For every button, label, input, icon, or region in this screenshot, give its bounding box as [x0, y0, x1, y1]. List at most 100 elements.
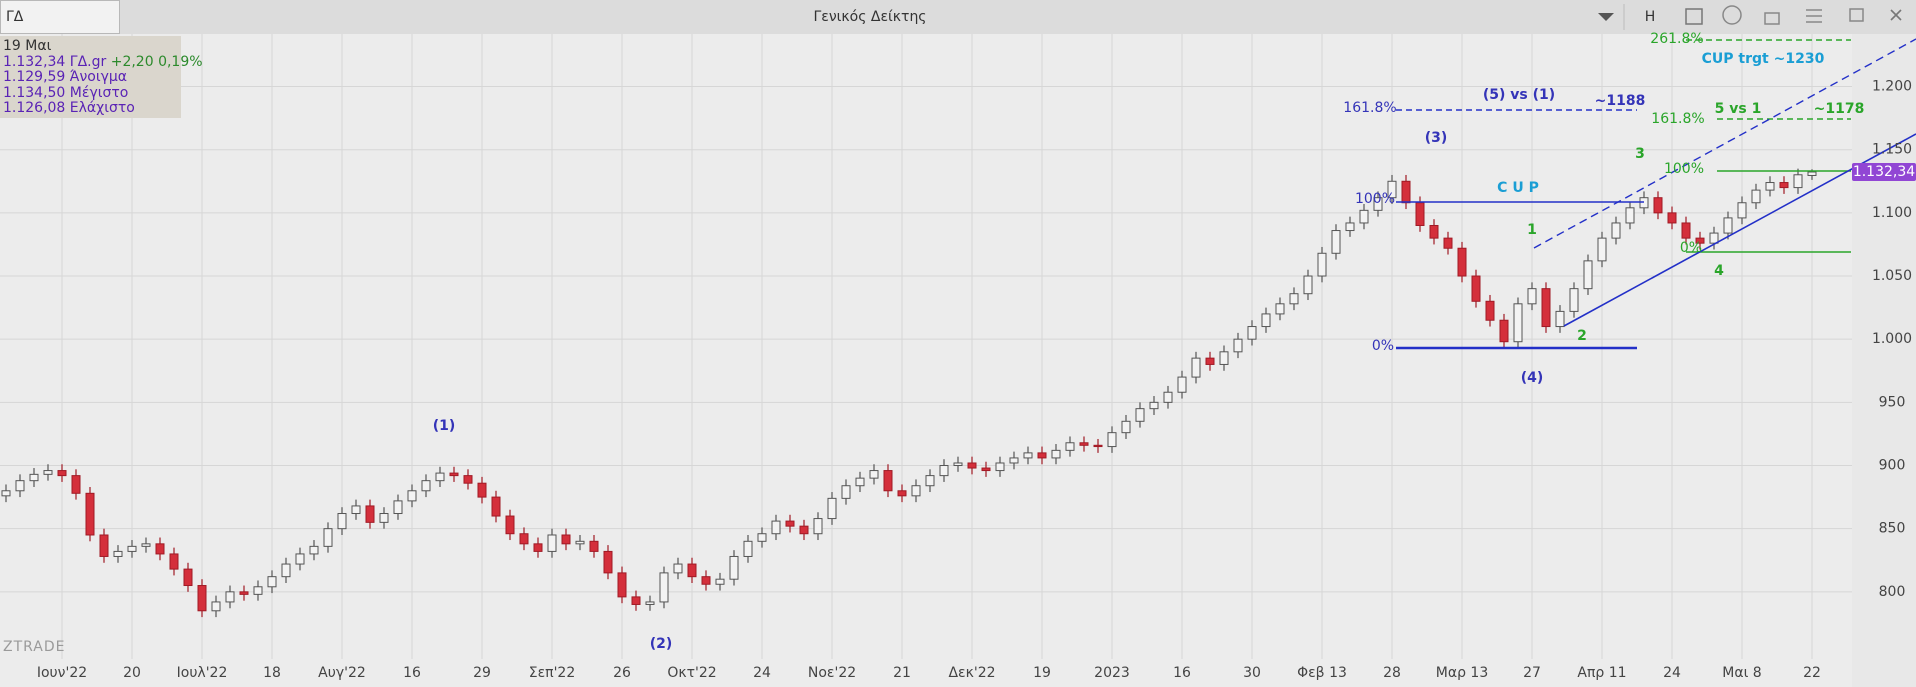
candle-body [827, 497, 837, 520]
candle-body [701, 576, 711, 585]
candle-body [463, 475, 473, 484]
candle-body [603, 550, 613, 574]
layout-icon[interactable] [1685, 8, 1703, 25]
candle-body [785, 520, 795, 527]
candle-body [127, 545, 137, 552]
lock-icon[interactable] [1764, 12, 1780, 25]
candle-body [1639, 197, 1649, 209]
candle-body [575, 540, 585, 545]
menu-icon[interactable] [1806, 9, 1822, 23]
candle-body [1191, 357, 1201, 378]
candle-body [1401, 180, 1411, 204]
annotation: 2 [1577, 328, 1587, 344]
x-tick-label: Φεβ 13 [1297, 665, 1347, 681]
candle-body [1261, 313, 1271, 328]
info-last-value: 1.132,34 ΓΔ.gr [3, 54, 107, 70]
candle-body [799, 525, 809, 535]
candle-body [953, 462, 963, 467]
annotation: 100% [1355, 191, 1395, 207]
candle-body [365, 505, 375, 523]
info-high: 1.134,50 Μέγιστο [3, 85, 128, 101]
candle-body [309, 545, 319, 555]
annotation: 1 [1527, 222, 1537, 238]
x-tick-label: 28 [1383, 665, 1401, 681]
watermark: ZTRADE [3, 639, 66, 655]
candle-body [813, 518, 823, 535]
candle-body [1499, 319, 1509, 343]
candle-body [729, 555, 739, 580]
candle-body [1177, 376, 1187, 393]
h-button[interactable]: H [1645, 9, 1656, 25]
candle-body [267, 576, 277, 588]
candle-body [1527, 288, 1537, 305]
x-tick-label: 21 [893, 665, 911, 681]
annotation: 161.8% [1651, 111, 1704, 127]
close-icon[interactable] [1890, 9, 1902, 21]
candle-body [1065, 442, 1075, 451]
candle-body [491, 496, 501, 517]
candle-body [1723, 217, 1733, 234]
candle-body [1093, 444, 1103, 448]
candle-body [379, 513, 389, 523]
candle-body [211, 601, 221, 612]
x-tick-label: 24 [1663, 665, 1681, 681]
y-tick-label: 1.100 [1872, 205, 1912, 221]
x-tick-label: 26 [613, 665, 631, 681]
annotation: ~1178 [1814, 101, 1865, 117]
symbol-box[interactable] [0, 0, 120, 34]
candle-body [421, 480, 431, 492]
candle-body [295, 553, 305, 565]
candle-body [659, 572, 669, 603]
info-panel [0, 36, 181, 118]
candle-body [1107, 432, 1117, 448]
restore-icon[interactable] [1849, 8, 1864, 22]
x-tick-label: Ιουλ'22 [177, 665, 228, 681]
annotation: 261.8% [1650, 31, 1703, 47]
candle-body [1051, 449, 1061, 459]
candle-body [1317, 252, 1327, 277]
y-tick-label: 950 [1879, 394, 1906, 410]
x-tick-label: 20 [123, 665, 141, 681]
candle-body [1737, 202, 1747, 219]
dropdown-icon[interactable] [1598, 13, 1614, 21]
x-tick-label: 24 [753, 665, 771, 681]
candle-body [645, 601, 655, 605]
y-tick-label: 900 [1879, 458, 1906, 474]
candle-body [1387, 180, 1397, 199]
candle-body [883, 470, 893, 492]
annotation: 4 [1714, 263, 1724, 279]
candle-body [141, 543, 151, 547]
candle-body [435, 472, 445, 482]
candle-body [631, 596, 641, 605]
candle-body [1555, 310, 1565, 328]
candle-body [393, 500, 403, 515]
candle-body [253, 586, 263, 595]
candle-body [281, 563, 291, 578]
candle-body [1653, 197, 1663, 214]
candle-body [841, 485, 851, 499]
candle-body [15, 480, 25, 492]
y-tick-label: 1.050 [1872, 268, 1912, 284]
candle-body [57, 470, 67, 477]
x-tick-label: Δεκ'22 [948, 665, 995, 681]
candle-body [1135, 408, 1145, 422]
candle-body [1541, 288, 1551, 328]
candle-body [351, 505, 361, 515]
candle-body [1569, 288, 1579, 312]
candle-body [71, 475, 81, 494]
candle-body [715, 578, 725, 585]
annotation: 3 [1635, 146, 1645, 162]
candle-body [337, 513, 347, 530]
x-tick-label: 29 [473, 665, 491, 681]
candle-body [1121, 420, 1131, 434]
annotation: (4) [1521, 370, 1544, 386]
x-tick-label: Σεπ'22 [529, 665, 576, 681]
x-tick-label: 22 [1803, 665, 1821, 681]
candle-body [1779, 182, 1789, 189]
candle-body [897, 490, 907, 497]
annotation: (3) [1425, 130, 1448, 146]
chat-icon[interactable] [1722, 5, 1742, 25]
candle-body [1219, 351, 1229, 365]
candle-body [1429, 224, 1439, 239]
candle-body [589, 540, 599, 552]
